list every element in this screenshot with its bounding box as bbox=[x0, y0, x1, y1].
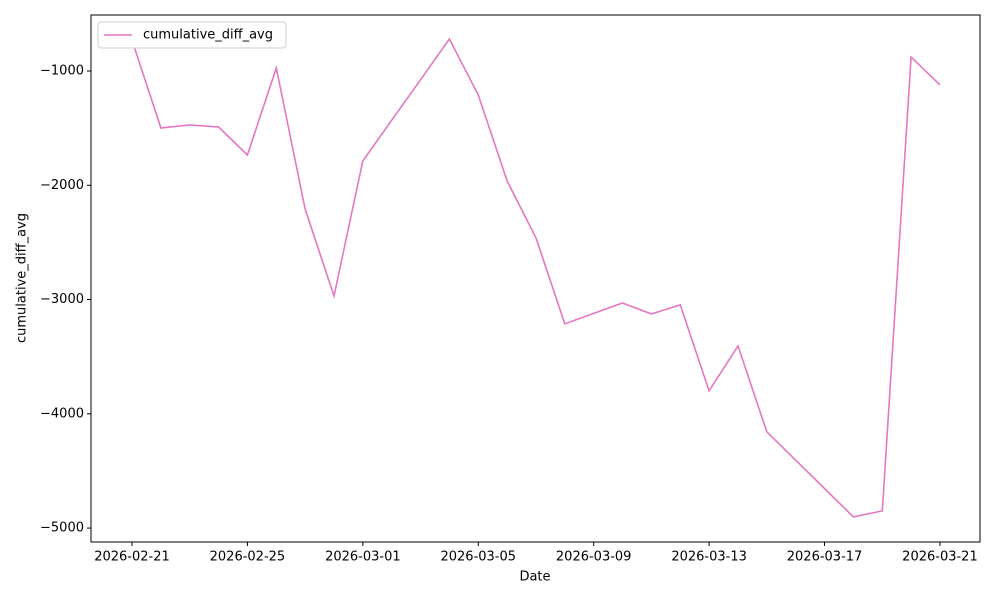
y-tick-label: −5000 bbox=[40, 521, 84, 536]
x-tick-label: 2026-03-21 bbox=[902, 550, 978, 565]
plot-frame bbox=[90, 14, 981, 543]
y-tick-label: −1000 bbox=[40, 63, 84, 78]
x-axis-label: Date bbox=[519, 570, 550, 585]
y-tick-label: −2000 bbox=[40, 178, 84, 193]
x-tick-label: 2026-03-13 bbox=[671, 550, 747, 565]
x-tick-label: 2026-03-09 bbox=[556, 550, 632, 565]
x-tick-label: 2026-03-05 bbox=[440, 550, 516, 565]
x-tick-label: 2026-02-21 bbox=[94, 550, 170, 565]
x-tick-label: 2026-03-01 bbox=[325, 550, 401, 565]
legend-box bbox=[97, 21, 287, 49]
x-tick-label: 2026-03-17 bbox=[787, 550, 863, 565]
x-tick-label: 2026-02-25 bbox=[210, 550, 286, 565]
y-axis-label: cumulative_diff_avg bbox=[15, 213, 30, 343]
y-tick-label: −3000 bbox=[40, 292, 84, 307]
legend-label: cumulative_diff_avg bbox=[143, 28, 273, 43]
y-tick-label: −4000 bbox=[40, 406, 84, 421]
data-line bbox=[131, 37, 941, 518]
